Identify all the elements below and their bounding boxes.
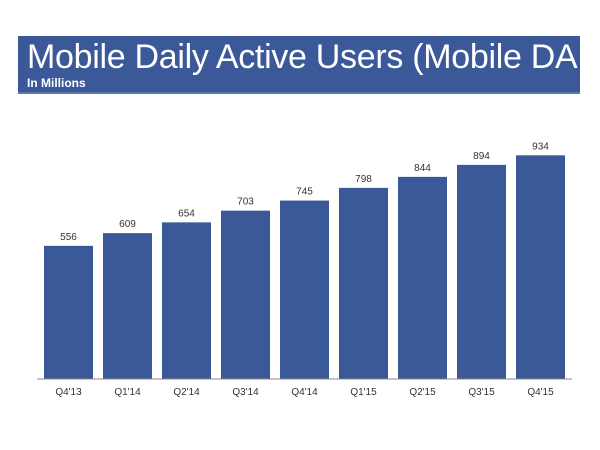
chart-title: Mobile Daily Active Users (Mobile DAUs) bbox=[27, 38, 600, 76]
chart-subtitle: In Millions bbox=[27, 76, 86, 90]
data-label: 703 bbox=[237, 197, 254, 208]
bar bbox=[398, 176, 447, 379]
data-label: 654 bbox=[178, 208, 195, 219]
bar bbox=[162, 222, 211, 379]
bar bbox=[221, 210, 270, 379]
x-tick-label: Q4'13 bbox=[55, 387, 82, 398]
x-tick-label: Q1'15 bbox=[350, 387, 377, 398]
bar bbox=[44, 245, 93, 379]
data-label: 745 bbox=[296, 187, 313, 198]
bar bbox=[103, 233, 152, 379]
bar bbox=[516, 155, 565, 379]
x-tick-label: Q2'14 bbox=[173, 387, 200, 398]
x-tick-label: Q1'14 bbox=[114, 387, 141, 398]
data-label: 609 bbox=[119, 219, 136, 230]
x-tick-label: Q4'14 bbox=[291, 387, 318, 398]
data-label: 798 bbox=[355, 174, 372, 185]
x-tick-label: Q2'15 bbox=[409, 387, 436, 398]
x-tick-label: Q4'15 bbox=[527, 387, 554, 398]
data-label: 934 bbox=[532, 141, 549, 152]
bar bbox=[457, 164, 506, 379]
data-label: 894 bbox=[473, 151, 490, 162]
bar bbox=[280, 200, 329, 379]
x-tick-label: Q3'15 bbox=[468, 387, 495, 398]
title-banner: Mobile Daily Active Users (Mobile DAUs) … bbox=[18, 36, 600, 94]
bar bbox=[339, 187, 388, 379]
data-label: 844 bbox=[414, 163, 431, 174]
x-tick-label: Q3'14 bbox=[232, 387, 259, 398]
data-label: 556 bbox=[60, 232, 77, 243]
